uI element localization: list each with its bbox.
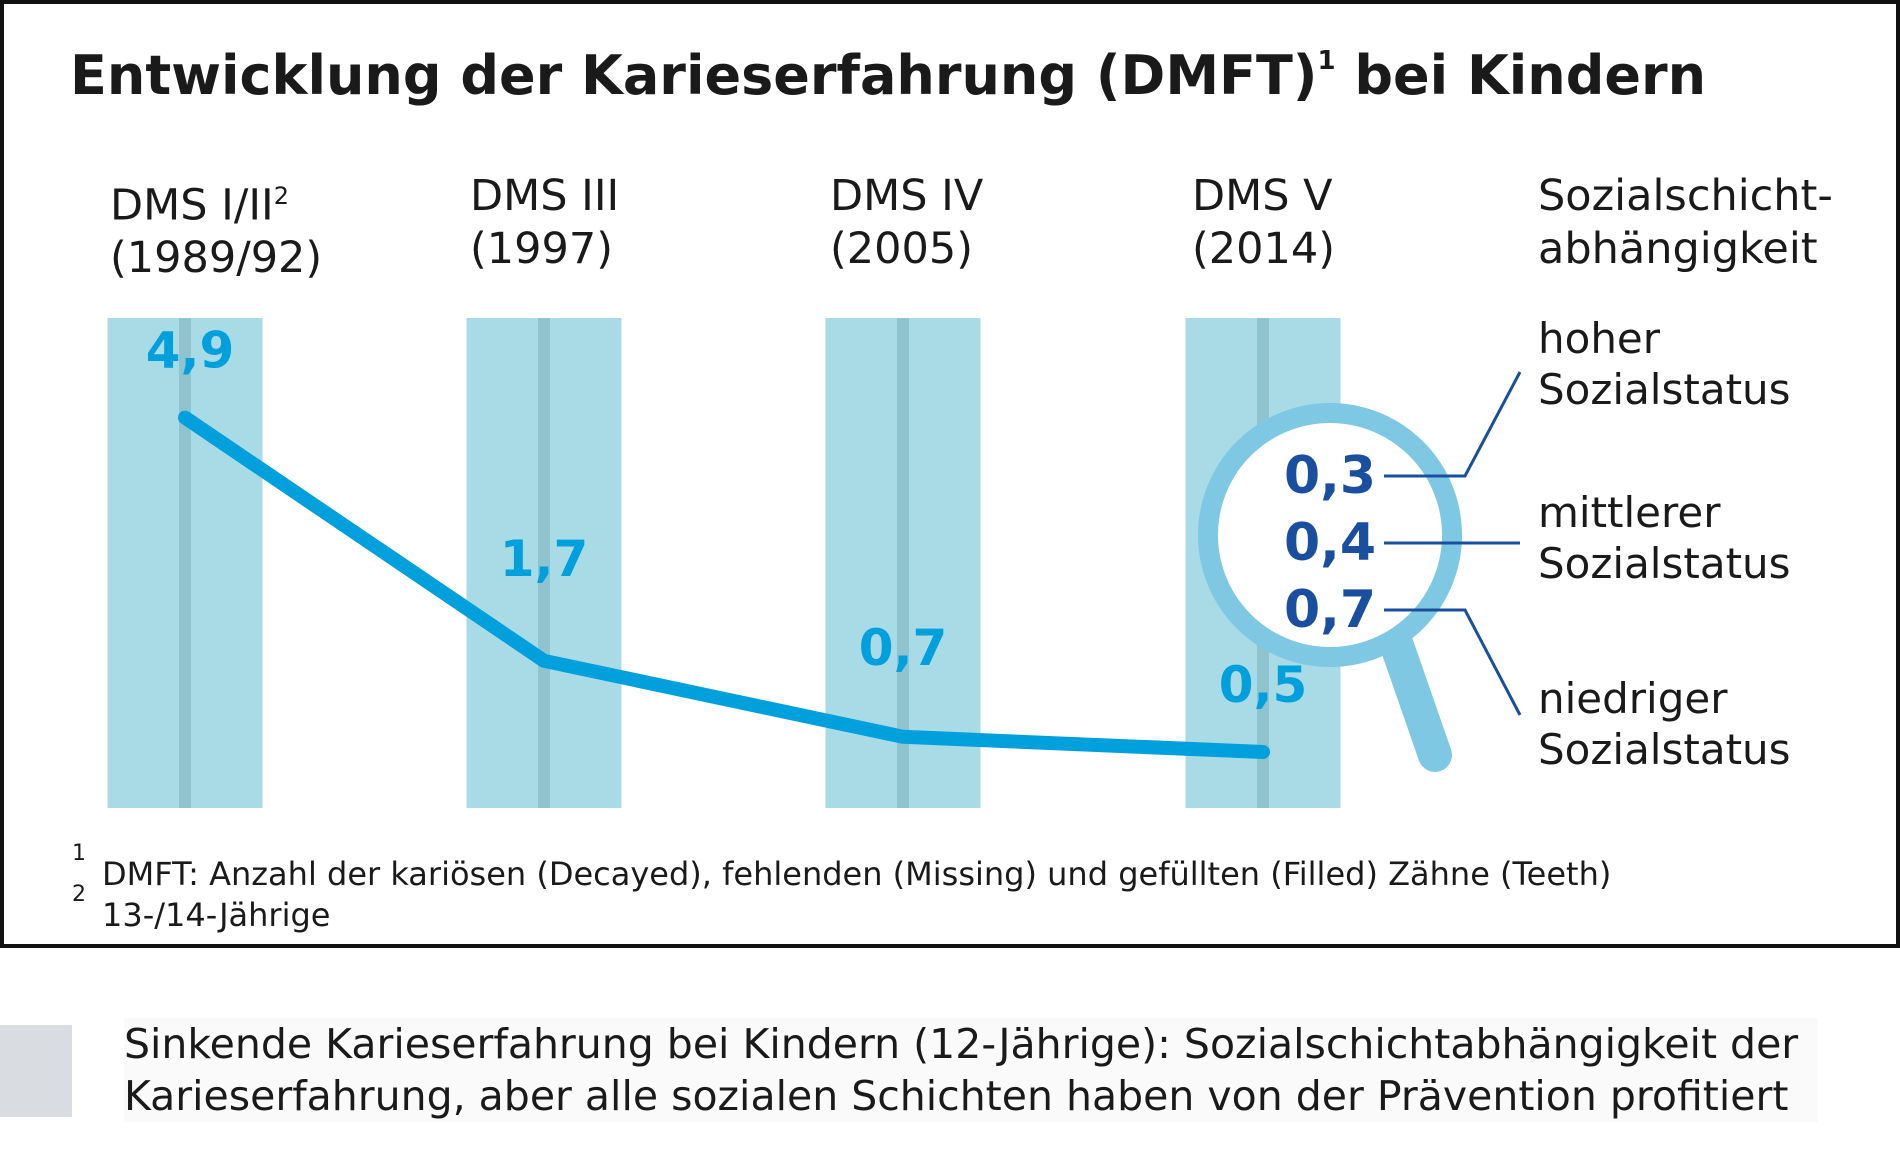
caption: Sinkende Karieserfahrung bei Kindern (12…	[124, 1018, 1819, 1122]
breakdown-value-3: 0,7	[1284, 580, 1376, 640]
value-label-2: 1,7	[500, 530, 589, 588]
connector-high	[1384, 371, 1522, 478]
value-label-4: 0,5	[1219, 656, 1308, 714]
column-band-center-3	[897, 318, 909, 808]
column-header-dms-4: DMS IV (2005)	[830, 171, 984, 274]
column-band-center-1	[179, 318, 191, 808]
caption-marker	[0, 1025, 72, 1117]
column-band-center-2	[538, 318, 550, 808]
value-label-1: 4,9	[146, 322, 235, 380]
breakdown-value-1: 0,3	[1284, 446, 1376, 506]
footnote-1: 1 DMFT: Anzahl der kariösen (Decayed), fe…	[72, 841, 1612, 893]
value-label-3: 0,7	[859, 619, 948, 677]
column-header-dms-1-2: DMS I/II2 (1989/92)	[110, 180, 323, 284]
footnote-2: 2 13-/14-Jährige	[72, 882, 331, 934]
magnifier-handle	[1378, 623, 1452, 772]
status-label-high: hoher Sozialstatus	[1538, 314, 1791, 414]
column-header-dms-5: DMS V (2014)	[1192, 171, 1335, 274]
status-label-medium: mittlerer Sozialstatus	[1538, 488, 1791, 588]
connector-low	[1384, 608, 1522, 716]
status-label-low: niedriger Sozialstatus	[1538, 674, 1791, 774]
chart-title: Entwicklung der Karieserfahrung (DMFT)1 …	[70, 44, 1707, 107]
magnifier-icon	[1198, 403, 1462, 667]
chart-canvas: 4,9 1,7 0,7 0,5 0,3 0,4 0,7	[107, 318, 1522, 808]
breakdown-value-2: 0,4	[1284, 513, 1376, 573]
column-header-dms-3: DMS III (1997)	[470, 171, 620, 274]
social-header: Sozialschicht- abhängigkeit	[1538, 171, 1833, 274]
series-line	[178, 410, 1270, 759]
